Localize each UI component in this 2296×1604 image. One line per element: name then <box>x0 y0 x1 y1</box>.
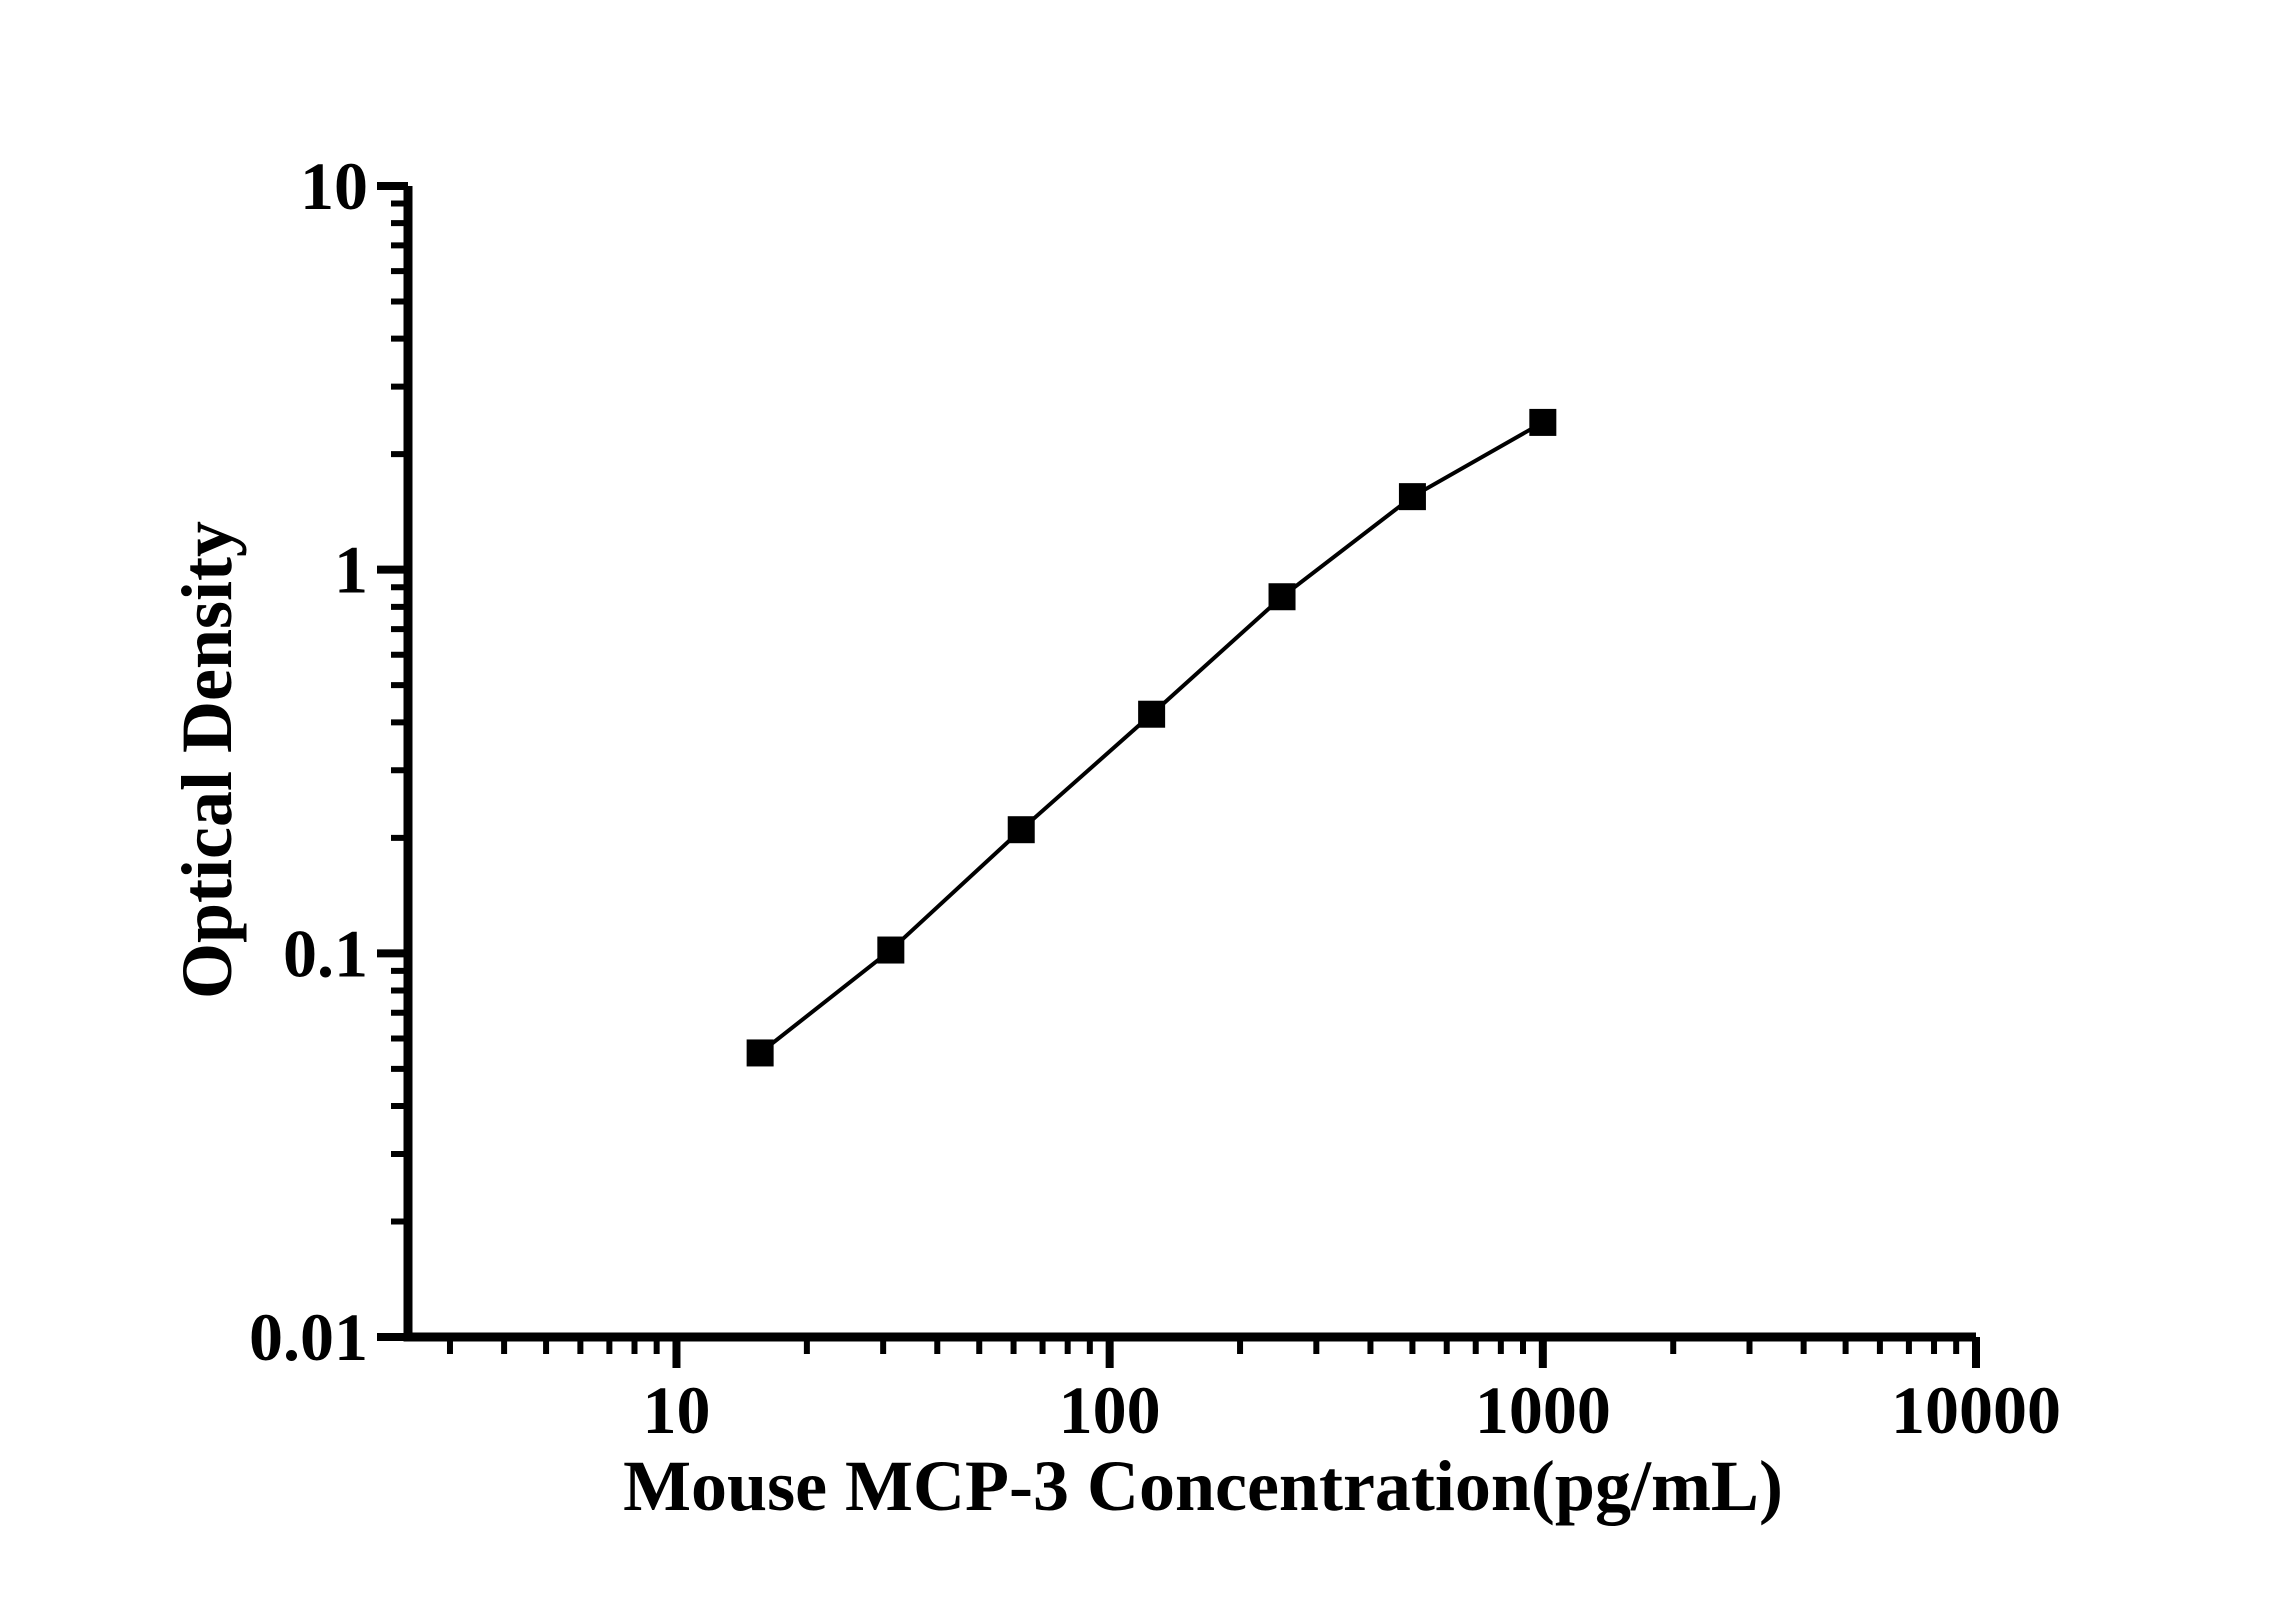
data-point-marker <box>1138 700 1166 728</box>
y-tick-label: 1 <box>334 532 368 608</box>
y-tick-label: 0.01 <box>249 1299 368 1375</box>
plot-axes: 10 100 1000 10000 10 1 0.1 0.01 <box>249 148 2061 1448</box>
data-point-marker <box>1007 816 1035 844</box>
x-tick-label: 1000 <box>1475 1372 1611 1448</box>
plot-series <box>746 408 1557 1067</box>
x-tick-label: 100 <box>1059 1372 1161 1448</box>
y-axis-title: Optical Density <box>167 521 247 999</box>
x-tick-label: 10000 <box>1891 1372 2061 1448</box>
data-point-marker <box>1268 583 1296 611</box>
data-point-marker <box>1398 483 1426 511</box>
data-point-marker <box>877 936 905 964</box>
axis-spine <box>403 186 1976 1342</box>
x-axis-title: Mouse MCP-3 Concentration(pg/mL) <box>623 1446 1783 1526</box>
data-point-marker <box>746 1039 774 1067</box>
y-tick-label: 0.1 <box>283 915 368 991</box>
y-tick-label: 10 <box>300 148 368 224</box>
x-tick-label: 10 <box>642 1372 710 1448</box>
data-point-marker <box>1529 408 1557 436</box>
